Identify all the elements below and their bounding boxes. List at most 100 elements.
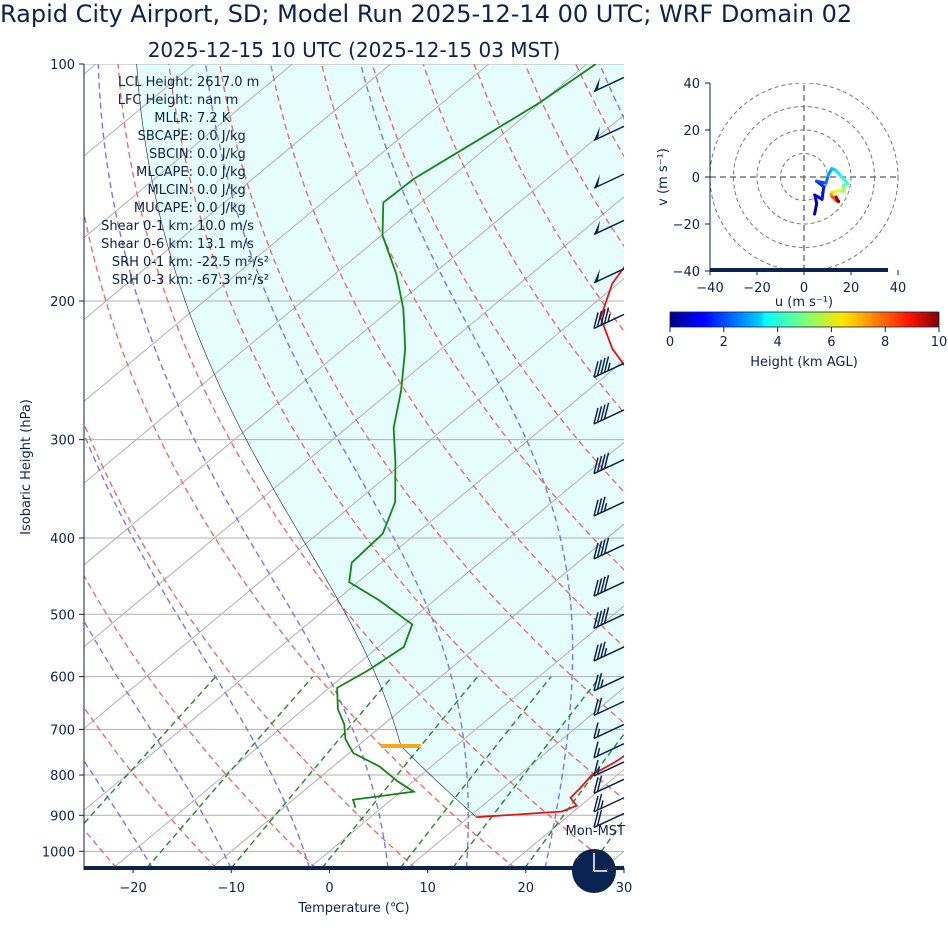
parcel-path-line (136, 64, 477, 818)
wind-barb (593, 759, 625, 777)
index-value: 0.0 J/kg (197, 129, 246, 144)
wind-barb (593, 697, 625, 717)
isotherm-line (84, 64, 588, 484)
isotherm-line (84, 64, 293, 239)
wind-barb (593, 219, 625, 236)
index-label: Shear 0-6 km: (101, 237, 193, 252)
figure-title: Rapid City Airport, SD; Model Run 2025-1… (0, 0, 853, 28)
dry-adiabat-line (84, 574, 317, 869)
dry-adiabat-line (0, 64, 17, 868)
moist-adiabat-line (84, 432, 311, 869)
wind-barb (593, 173, 625, 189)
index-value: 10.0 m/s (197, 219, 254, 234)
isotherm-line (84, 64, 97, 75)
wind-barb (593, 809, 625, 829)
wind-barb (593, 356, 625, 379)
dry-adiabat-line (728, 64, 948, 868)
dry-adiabat-line (627, 64, 948, 868)
wind-barb (593, 574, 625, 597)
wind-barb-column (593, 76, 625, 829)
wind-barb (593, 775, 625, 794)
index-value: nan m (197, 93, 238, 108)
index-label: Shear 0-1 km: (101, 219, 193, 234)
y-axis-label: Isobaric Height (hPa) (19, 399, 34, 535)
temperature-line (476, 265, 624, 819)
moist-adiabat-line (360, 64, 574, 869)
y-tick-label: 600 (50, 671, 75, 686)
isotherm-line (84, 277, 624, 730)
y-tick-label: 900 (50, 809, 75, 824)
wind-barb (593, 741, 625, 759)
mixing-ratio-line (321, 676, 479, 869)
dry-adiabat-line (371, 64, 624, 494)
x-tick-label: 10 (419, 881, 436, 896)
moist-adiabats (0, 64, 624, 869)
x-tick-label: −20 (119, 881, 146, 896)
index-value: 0.0 J/kg (197, 165, 246, 180)
cape-fill-area (136, 64, 624, 818)
dry-adiabat-line (677, 64, 948, 868)
x-axis-label: Temperature (℃) (297, 901, 409, 916)
index-label: SBCAPE: (138, 129, 193, 144)
moist-adiabat-line (84, 619, 232, 869)
moist-adiabat-line (0, 64, 74, 868)
isotherm-line (309, 605, 624, 869)
moist-adiabat-line (84, 759, 153, 869)
mixing-ratio-line (452, 676, 601, 869)
x-tick-label: 0 (325, 881, 333, 896)
index-label: SRH 0-1 km: (112, 255, 193, 270)
clock-label: Mon-MST (565, 824, 625, 839)
isotherm-line (800, 64, 948, 868)
y-tick-label: 1000 (42, 845, 75, 860)
sounding-profiles (336, 64, 624, 819)
figure-subtitle: 2025-12-15 10 UTC (2025-12-15 03 MST) (147, 38, 561, 62)
x-tick-label: −10 (218, 881, 245, 896)
index-value: 13.1 m/s (197, 237, 254, 252)
index-value: 0.0 J/kg (197, 147, 246, 162)
index-value: 0.0 J/kg (197, 183, 246, 198)
index-value: -22.5 m²/s² (197, 255, 269, 270)
index-value: 0.0 J/kg (197, 201, 246, 216)
isotherm-line (84, 196, 624, 648)
y-tick-label: 400 (50, 532, 75, 547)
skewt-axes (83, 64, 624, 870)
wind-barb (593, 307, 625, 330)
index-label: SBCIN: (149, 147, 193, 162)
isotherm-line (702, 64, 948, 868)
y-tick-label: 100 (50, 58, 75, 73)
mixing-ratio-line (84, 676, 217, 825)
wind-barb (593, 672, 625, 692)
parcel-profile (136, 64, 477, 818)
cape-cin-shading (136, 64, 624, 818)
dry-adiabat-line (575, 64, 624, 158)
y-tick-label: 500 (50, 608, 75, 623)
wind-barb (593, 793, 625, 813)
index-label: MLCAPE: (136, 165, 193, 180)
wind-barb (593, 607, 625, 629)
sounding-indices-panel: LCL Height: 2617.0 m LFC Height: nan m MLLR:… (101, 75, 269, 288)
index-label: LFC Height: (118, 93, 193, 108)
dry-adiabat-line (269, 64, 624, 648)
wind-barb (593, 722, 625, 740)
y-tick-label: 200 (50, 295, 75, 310)
x-tick-label: 30 (616, 881, 633, 896)
clock-widget: Mon-MST (565, 824, 625, 893)
wind-barb (593, 125, 625, 142)
mixing-ratio-line (637, 677, 772, 868)
y-tick-label: 300 (50, 434, 75, 449)
isotherm-line (84, 114, 624, 566)
y-tick-label: 700 (50, 723, 75, 738)
index-value: 2617.0 m (197, 75, 259, 90)
index-value: -67.3 m²/s² (197, 273, 269, 288)
isotherm-line (603, 850, 624, 869)
wind-barb (593, 641, 625, 662)
dry-adiabat-line (779, 64, 948, 868)
y-tick-labels: 100 200 300 400 500 600 700 800 900 1000 (42, 58, 84, 860)
dry-adiabat-line (84, 421, 416, 869)
x-tick-label: 20 (518, 881, 535, 896)
index-value: 7.2 K (197, 111, 231, 126)
mixing-ratio-line (524, 733, 624, 869)
dry-adiabats (0, 64, 948, 869)
isotherm-line (407, 687, 624, 869)
wind-barb (593, 268, 625, 284)
